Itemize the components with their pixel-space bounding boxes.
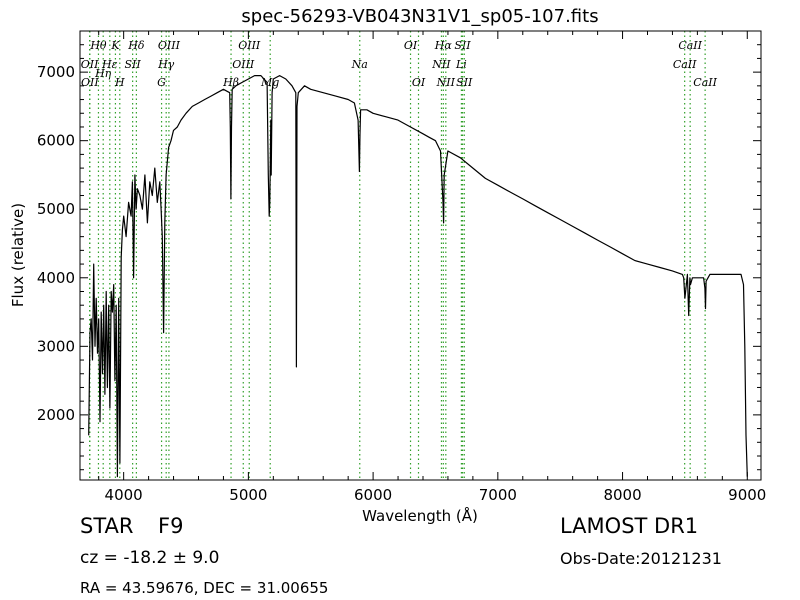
object-type: STAR: [80, 514, 134, 538]
spectral-subclass: F9: [158, 514, 184, 538]
spectral-line-label: OI: [412, 76, 426, 89]
survey-name: LAMOST DR1: [560, 514, 699, 538]
spectral-line-label: Hε: [101, 58, 118, 71]
spectral-line-label: OII: [81, 76, 99, 89]
spectral-line-label: Hθ: [89, 39, 107, 52]
spectral-line-label: Li: [455, 58, 467, 71]
x-axis-label: Wavelength (Å): [362, 506, 478, 525]
spectral-line-label: Hα: [434, 39, 453, 52]
spectrum-line: [88, 74, 748, 478]
spectral-line-label: SII: [454, 39, 471, 52]
plot-frame: [79, 30, 762, 481]
observation-date: Obs-Date:20121231: [560, 549, 722, 568]
spectral-line-label: K: [110, 39, 120, 52]
spectral-line-label: OIII: [238, 39, 261, 52]
spectral-line-label: SII: [125, 58, 142, 71]
spectral-line-label: NII: [436, 76, 456, 89]
spectral-line-label: SII: [456, 76, 473, 89]
spectral-line-label: OIII: [232, 58, 255, 71]
y-tick-label: 6000: [37, 132, 75, 150]
spectral-line-label: CaII: [673, 58, 697, 71]
x-tick-label: 6000: [354, 486, 392, 504]
y-tick-label: 7000: [37, 63, 75, 81]
spectral-line-label: OIII: [158, 39, 181, 52]
spectral-line-label: OI: [404, 39, 418, 52]
spectral-line-label: H: [114, 76, 125, 89]
x-tick-label: 8000: [603, 486, 641, 504]
spectral-line-label: CaII: [678, 39, 702, 52]
coordinates: RA = 43.59676, DEC = 31.00655: [80, 579, 329, 597]
y-tick-label: 2000: [37, 406, 75, 424]
spectral-line-label: G: [157, 76, 166, 89]
y-tick-label: 3000: [37, 337, 75, 355]
spectral-line-label: Na: [351, 58, 368, 71]
chart-title: spec-56293-VB043N31V1_sp05-107.fits: [241, 6, 598, 27]
spectral-line-label: Hδ: [127, 39, 145, 52]
spectral-line-label: Hη: [94, 67, 112, 80]
y-tick-label: 4000: [37, 269, 75, 287]
x-tick-label: 5000: [229, 486, 267, 504]
y-tick-label: 5000: [37, 200, 75, 218]
redshift-value: cz = -18.2 ± 9.0: [80, 548, 220, 568]
spectral-line-label: CaII: [693, 76, 717, 89]
spectral-line-label: Hβ: [222, 76, 239, 89]
axes: 4000 5000 6000 7000 8000 9000 2000 3000 4000 5000…: [37, 30, 766, 504]
x-tick-label: 4000: [105, 486, 143, 504]
spectral-line-label: Hγ: [157, 58, 175, 71]
spectrum-series: [88, 74, 748, 478]
y-axis-label: Flux (relative): [9, 203, 27, 307]
spectral-line-label: NII: [431, 58, 451, 71]
spectral-line-label: OII: [81, 58, 99, 71]
x-tick-label: 9000: [728, 486, 766, 504]
x-tick-label: 7000: [479, 486, 517, 504]
